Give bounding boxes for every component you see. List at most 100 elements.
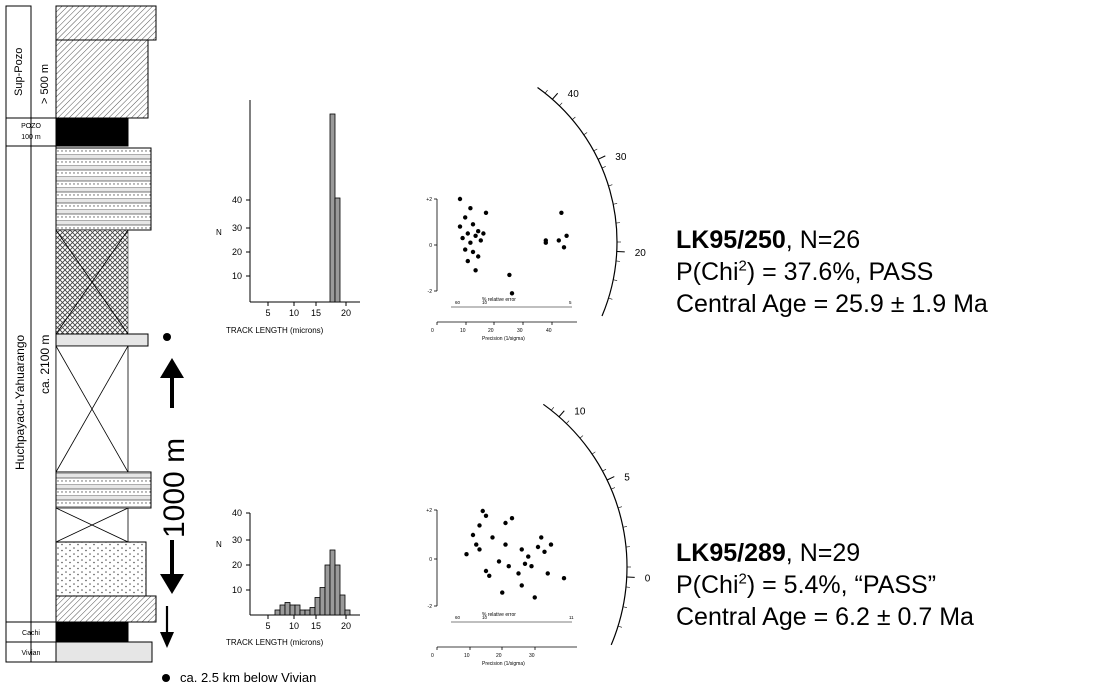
radial-data-point bbox=[535, 544, 541, 550]
radial-age-minor-tick bbox=[601, 166, 606, 169]
radial-x-label: Precision (1/sigma) bbox=[482, 336, 525, 342]
histogram-x-tick-label: 10 bbox=[289, 308, 299, 318]
radial-data-point bbox=[481, 231, 486, 236]
radial-data-point bbox=[545, 571, 550, 576]
radial-data-point bbox=[465, 231, 470, 236]
radial-data-point bbox=[464, 552, 469, 557]
radial-plot-lower: +2 0 -2 0 10 20 30 Precision (1/sigma) % relativ… bbox=[426, 403, 651, 667]
radial-x-tick-label: 20 bbox=[488, 328, 494, 334]
histogram-bar bbox=[339, 594, 346, 616]
radial-data-point bbox=[539, 535, 544, 540]
stratigraphic-column: Sup-Pozo > 500 m POZO 100 m Huchpayacu-Y… bbox=[5, 5, 316, 685]
histogram-bar bbox=[299, 609, 306, 616]
radial-data-point bbox=[529, 564, 534, 569]
huchpayacu-label: Huchpayacu-Yahuarango bbox=[13, 334, 27, 470]
radial-data-point bbox=[561, 576, 567, 581]
histogram-bar bbox=[319, 587, 326, 616]
radial-age-tick-label: 20 bbox=[635, 248, 647, 259]
histogram-bar bbox=[314, 597, 321, 616]
radial-age-minor-tick bbox=[579, 435, 584, 439]
result-block-lower: LK95/289, N=29 P(Chi2) = 5.4%, “PASS” Ce… bbox=[676, 537, 974, 633]
histogram-y-label: N bbox=[216, 540, 222, 549]
radial-age-minor-tick bbox=[583, 132, 588, 135]
sample-count: , N=29 bbox=[785, 539, 861, 567]
radial-age-minor-tick bbox=[617, 625, 622, 628]
radial-data-point bbox=[542, 549, 547, 554]
radial-data-point bbox=[564, 233, 569, 238]
radial-data-point bbox=[519, 583, 524, 588]
central-age: Central Age = 25.9 ± 1.9 Ma bbox=[676, 290, 988, 318]
radial-data-point bbox=[548, 542, 554, 547]
radial-age-minor-tick bbox=[602, 468, 607, 472]
relative-error-tick-label: 10 bbox=[482, 615, 488, 620]
radial-age-minor-tick bbox=[591, 451, 596, 455]
radial-data-point bbox=[470, 249, 476, 255]
sup-pozo-thickness: > 500 m bbox=[39, 64, 51, 104]
radial-age-tick-label: 5 bbox=[624, 473, 630, 484]
litho-sandstone bbox=[55, 541, 147, 597]
radial-data-point bbox=[468, 206, 473, 211]
radial-data-point bbox=[465, 258, 470, 264]
radial-data-point bbox=[477, 547, 482, 552]
histogram-y-tick-label: 10 bbox=[232, 271, 242, 281]
radial-data-point bbox=[526, 554, 531, 559]
radial-age-tick bbox=[597, 155, 606, 160]
histogram-bar bbox=[274, 609, 281, 616]
radial-data-point bbox=[556, 238, 561, 243]
scale-arrow-up-icon bbox=[160, 358, 184, 378]
histogram-bar bbox=[334, 197, 341, 303]
radial-data-point bbox=[463, 215, 468, 220]
histogram-x-tick-label: 5 bbox=[265, 621, 270, 631]
radial-age-tick-label: 10 bbox=[574, 407, 586, 418]
radial-x-tick-label: 30 bbox=[517, 328, 523, 334]
histogram-bar bbox=[284, 602, 291, 616]
chi-value: ) = 5.4%, “PASS” bbox=[746, 571, 937, 599]
radial-age-minor-tick bbox=[613, 203, 618, 205]
radial-data-point bbox=[457, 196, 463, 202]
radial-y-tick-label: -2 bbox=[428, 289, 433, 295]
histogram-bar bbox=[329, 549, 336, 616]
histogram-y-tick-label: 20 bbox=[232, 560, 242, 570]
radial-age-arc bbox=[542, 403, 628, 646]
pozo-label: POZO bbox=[21, 123, 41, 130]
radial-x-tick-label: 10 bbox=[464, 653, 470, 659]
radial-y-tick-label: +2 bbox=[426, 197, 432, 203]
radial-data-point bbox=[561, 245, 567, 250]
relative-error-tick-label: 10 bbox=[482, 300, 488, 305]
radial-age-tick-label: 40 bbox=[568, 89, 580, 100]
histogram-x-label: TRACK LENGTH (microns) bbox=[226, 638, 324, 647]
radial-age-minor-tick bbox=[608, 297, 613, 300]
histogram-y-tick-label: 30 bbox=[232, 223, 242, 233]
radial-age-tick-label: 30 bbox=[615, 152, 627, 163]
radial-age-tick-label: 0 bbox=[645, 573, 651, 584]
histogram-bar bbox=[334, 564, 341, 616]
radial-data-point bbox=[500, 590, 505, 595]
radial-x-label: Precision (1/sigma) bbox=[482, 661, 525, 667]
radial-age-minor-tick bbox=[613, 279, 618, 281]
radial-data-point bbox=[483, 210, 489, 215]
scale-arrow-down-icon bbox=[160, 574, 184, 594]
sample-marker-upper bbox=[163, 333, 171, 341]
radial-data-point bbox=[503, 542, 508, 547]
vivian-label: Vivian bbox=[22, 650, 41, 657]
radial-age-minor-tick bbox=[551, 407, 555, 411]
radial-data-point bbox=[543, 238, 548, 243]
huchpayacu-thickness: ca. 2100 m bbox=[38, 335, 52, 394]
radial-x-tick-label: 10 bbox=[460, 328, 466, 334]
relative-error-label: % relative error bbox=[482, 297, 516, 303]
radial-data-point bbox=[496, 559, 502, 564]
litho-vivian bbox=[55, 641, 153, 663]
result-block-upper: LK95/250, N=26 P(Chi2) = 37.6%, PASS Cen… bbox=[676, 224, 988, 320]
histogram-bar bbox=[294, 604, 301, 616]
radial-age-minor-tick bbox=[544, 89, 548, 94]
radial-data-point bbox=[507, 272, 512, 278]
histogram-bar bbox=[344, 609, 351, 616]
radial-age-arc bbox=[537, 86, 618, 317]
radial-data-point bbox=[460, 235, 465, 241]
histogram-y-tick-label: 40 bbox=[232, 195, 242, 205]
litho-interbeds-upper bbox=[55, 147, 152, 231]
radial-x-tick-label: 40 bbox=[546, 328, 552, 334]
radial-age-minor-tick bbox=[608, 184, 613, 187]
histogram-bar bbox=[279, 604, 286, 616]
